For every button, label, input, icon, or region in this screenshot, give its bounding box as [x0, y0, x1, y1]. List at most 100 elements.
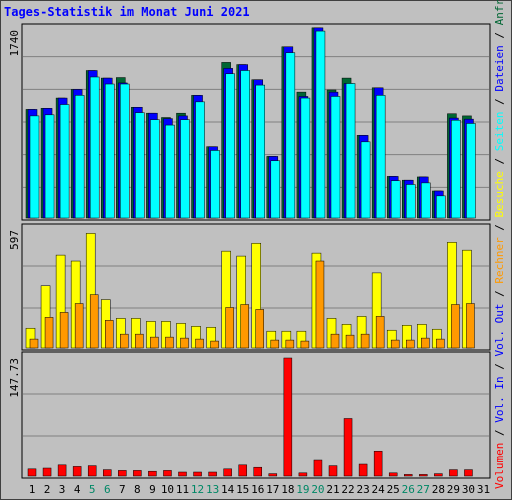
- bar-seiten: [225, 73, 235, 219]
- x-tick-label: 20: [311, 483, 324, 496]
- bar-volumen: [449, 469, 458, 477]
- bar-seiten: [375, 95, 386, 219]
- legend-sep: /: [493, 284, 506, 304]
- legend-sep: /: [493, 217, 506, 237]
- legend-anfragen: Anfragen: [493, 0, 506, 25]
- bar-seiten: [195, 101, 205, 219]
- bar-volumen: [283, 357, 293, 477]
- legend-sep: /: [493, 357, 506, 377]
- bar-seiten: [74, 95, 85, 219]
- y-max-label: 1740: [8, 30, 21, 57]
- bar-seiten: [360, 141, 371, 219]
- bar-seiten: [270, 160, 281, 219]
- bar-rechner: [195, 338, 204, 349]
- bar-volumen: [223, 468, 232, 477]
- bar-rechner: [255, 309, 264, 349]
- bar-rechner: [180, 337, 189, 349]
- bar-volumen: [193, 471, 202, 477]
- bar-rechner: [225, 307, 234, 349]
- bar-volumen: [419, 474, 428, 477]
- x-tick-label: 17: [266, 483, 279, 496]
- chart-bars: [25, 27, 476, 477]
- x-tick-label: 31: [477, 483, 490, 496]
- legend-seiten: Seiten: [493, 111, 506, 151]
- bar-seiten: [135, 112, 145, 219]
- y-max-label: 147.73: [8, 358, 21, 398]
- x-tick-label: 27: [417, 483, 430, 496]
- legend-vol-in: Vol. In: [493, 376, 506, 422]
- bar-rechner: [120, 333, 129, 349]
- bar-rechner: [105, 320, 114, 349]
- x-tick-label: 6: [104, 483, 111, 496]
- bar-volumen: [268, 473, 278, 477]
- x-tick-label: 30: [462, 483, 475, 496]
- bar-volumen: [358, 463, 368, 477]
- x-tick-label: 9: [149, 483, 156, 496]
- bar-volumen: [208, 471, 217, 477]
- legend-dateien: Dateien: [493, 45, 506, 91]
- x-tick-label: 7: [119, 483, 126, 496]
- bar-seiten: [29, 115, 40, 219]
- bar-seiten: [59, 104, 70, 219]
- bar-volumen: [148, 470, 157, 477]
- bar-volumen: [163, 470, 172, 477]
- legend-vol-out: Vol. Out: [493, 304, 506, 357]
- bar-volumen: [178, 471, 187, 477]
- bar-volumen: [103, 469, 112, 477]
- bar-seiten: [165, 124, 175, 219]
- bar-volumen: [298, 472, 308, 477]
- x-tick-label: 16: [251, 483, 264, 496]
- bar-volumen: [57, 464, 67, 477]
- bar-seiten: [240, 70, 250, 219]
- x-tick-label: 14: [221, 483, 235, 496]
- x-tick-label: 29: [447, 483, 460, 496]
- bar-seiten: [330, 96, 341, 219]
- bar-rechner: [300, 340, 310, 349]
- x-tick-label: 25: [387, 483, 400, 496]
- x-tick-label: 10: [161, 483, 174, 496]
- bar-rechner: [360, 333, 370, 349]
- x-tick-label: 19: [296, 483, 309, 496]
- x-tick-label: 26: [402, 483, 415, 496]
- bar-volumen: [373, 450, 383, 477]
- x-tick-label: 12: [191, 483, 204, 496]
- bar-volumen: [328, 465, 338, 477]
- legend-sep: /: [493, 25, 506, 45]
- bar-rechner: [135, 333, 144, 349]
- bar-rechner: [74, 303, 84, 349]
- bar-rechner: [165, 336, 174, 349]
- bar-seiten: [436, 195, 446, 219]
- bar-rechner: [150, 336, 159, 349]
- bar-volumen: [133, 470, 142, 477]
- x-tick-label: 22: [341, 483, 354, 496]
- bar-rechner: [375, 316, 385, 349]
- bar-rechner: [315, 260, 325, 349]
- bar-volumen: [118, 470, 127, 477]
- bar-volumen: [343, 418, 353, 477]
- bar-rechner: [436, 338, 445, 349]
- y-max-label: 597: [8, 230, 21, 250]
- x-tick-label: 15: [236, 483, 249, 496]
- legend-sep: /: [493, 92, 506, 112]
- x-tick-label: 21: [326, 483, 339, 496]
- legend-rechner: Rechner: [493, 237, 506, 284]
- bar-seiten: [300, 97, 311, 219]
- bar-rechner: [345, 334, 355, 349]
- x-tick-label: 24: [372, 483, 386, 496]
- bar-volumen: [434, 473, 443, 477]
- bar-volumen: [253, 466, 262, 477]
- bar-seiten: [120, 83, 130, 219]
- bar-seiten: [210, 150, 220, 219]
- bar-rechner: [89, 294, 99, 349]
- bar-rechner: [466, 303, 475, 349]
- bar-rechner: [421, 337, 430, 349]
- bar-seiten: [150, 119, 160, 219]
- x-tick-label: 23: [356, 483, 369, 496]
- bar-seiten: [105, 83, 115, 219]
- bar-rechner: [451, 304, 460, 349]
- bar-volumen: [27, 468, 37, 477]
- x-tick-label: 11: [176, 483, 189, 496]
- bar-seiten: [345, 83, 356, 219]
